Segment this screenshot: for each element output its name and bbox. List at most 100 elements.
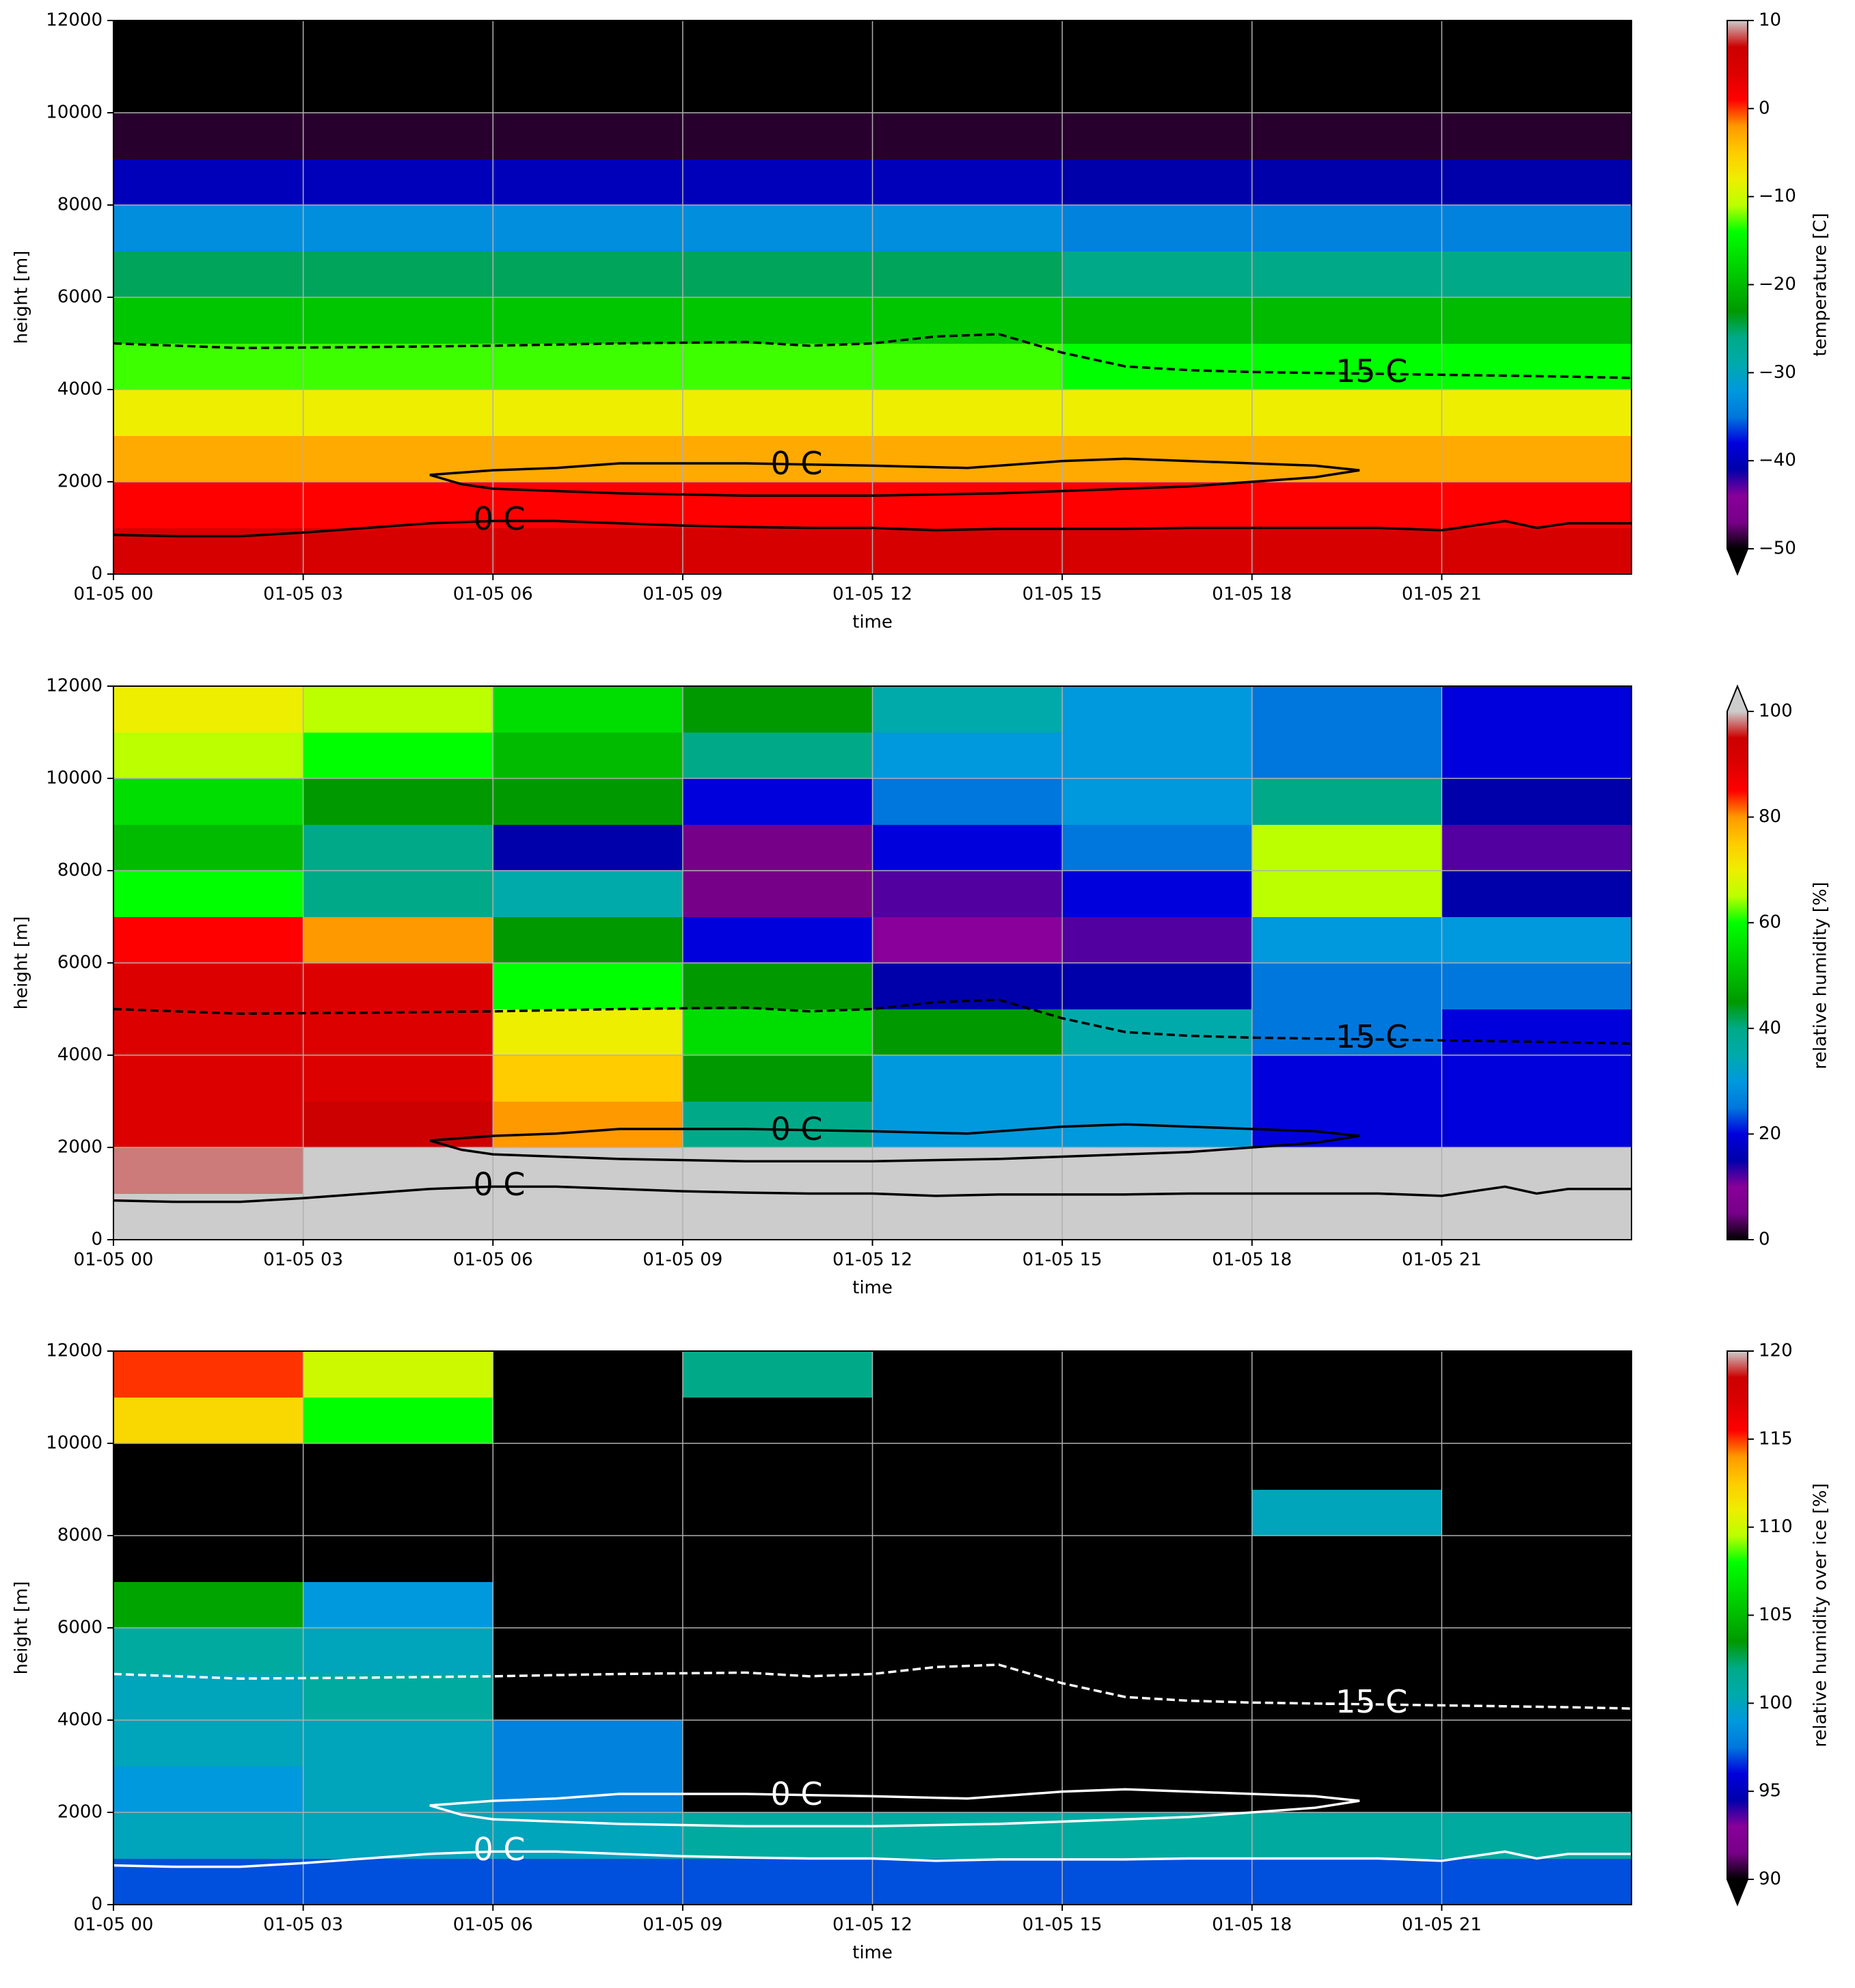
heat-cell — [113, 1147, 304, 1194]
colorbar-tick-label: 90 — [1759, 1869, 1781, 1890]
heat-cell — [493, 1009, 683, 1056]
heat-cell — [493, 686, 683, 733]
heat-cell — [493, 1193, 683, 1240]
y-tick-label: 8000 — [57, 860, 103, 881]
heat-cell — [1062, 1720, 1253, 1767]
heat-cell — [872, 916, 1063, 964]
heat-cell — [493, 205, 683, 251]
heat-cell — [1062, 1055, 1253, 1102]
heat-cell — [682, 1489, 873, 1536]
contour-line — [429, 457, 1360, 497]
heat-cell — [303, 1443, 493, 1490]
heat-cell — [872, 1351, 1063, 1398]
heat-cell — [1251, 297, 1442, 344]
heat-cell — [1251, 1101, 1442, 1148]
heat-cell — [1441, 297, 1631, 344]
heat-cell — [1062, 113, 1253, 159]
heat-cell — [1062, 66, 1253, 113]
heat-cell — [682, 1581, 873, 1629]
contour-label: -15 C — [1324, 1683, 1407, 1720]
heat-cell — [1251, 1812, 1442, 1859]
colorbar-frame — [1727, 684, 1748, 1240]
heat-cell — [1251, 1055, 1442, 1102]
heat-cell — [113, 1720, 304, 1767]
heat-cell — [1251, 916, 1442, 964]
heat-cell — [113, 1397, 304, 1444]
heat-cell — [872, 1489, 1063, 1536]
heat-cell — [872, 1628, 1063, 1674]
heat-cell — [113, 482, 304, 528]
y-tick-label: 10000 — [46, 1433, 103, 1454]
heat-cell — [1062, 1351, 1253, 1398]
heat-cell — [1251, 21, 1442, 67]
contour-line — [113, 998, 1631, 1045]
heat-cell — [113, 1536, 304, 1582]
heat-cell — [113, 343, 304, 390]
heat-cell — [682, 1193, 873, 1240]
x-tick-label: 01-05 03 — [263, 1250, 343, 1270]
heat-cell — [1062, 778, 1253, 825]
heat-cell — [682, 1101, 873, 1148]
heat-cell — [1062, 390, 1253, 436]
heat-cell — [1251, 871, 1442, 917]
y-tick-label: 6000 — [57, 1618, 103, 1638]
heat-cell — [303, 824, 493, 871]
heat-cell — [872, 1858, 1063, 1905]
contour-label: 0 C — [770, 1775, 822, 1812]
colorbar-tick-label: 120 — [1759, 1341, 1793, 1361]
heat-cell — [1062, 1397, 1253, 1444]
heat-cell — [493, 1351, 683, 1398]
heat-cell — [1251, 528, 1442, 574]
colorbar-extend — [1727, 549, 1748, 574]
colorbar-tick-label: −10 — [1759, 186, 1796, 206]
heat-cell — [682, 1147, 873, 1194]
heat-cell — [1251, 1443, 1442, 1490]
heat-cell — [1441, 1397, 1631, 1444]
colorbar-tick-label: 95 — [1759, 1781, 1781, 1801]
colorbar-tick-label: 40 — [1759, 1018, 1781, 1038]
heat-cell — [682, 778, 873, 825]
heat-cell — [682, 824, 873, 871]
x-tick-label: 01-05 15 — [1023, 584, 1102, 605]
heat-cell — [872, 1055, 1063, 1102]
colorbar — [1727, 711, 1748, 1240]
heat-cell — [682, 21, 873, 67]
heat-cell — [1441, 113, 1631, 159]
heat-cell — [1251, 1766, 1442, 1813]
heat-cell — [113, 686, 304, 733]
heat-cell — [1251, 113, 1442, 159]
heat-cell — [1441, 435, 1631, 482]
heat-cell — [1251, 824, 1442, 871]
x-tick-label: 01-05 00 — [74, 584, 154, 605]
y-tick-label: 4000 — [57, 1045, 103, 1065]
heat-cell — [303, 1351, 493, 1398]
y-tick-label: 12000 — [46, 10, 103, 31]
colorbar — [1727, 1351, 1748, 1879]
heat-cell — [1251, 435, 1442, 482]
heat-cell — [113, 1489, 304, 1536]
heat-cell — [872, 435, 1063, 482]
x-tick-label: 01-05 15 — [1023, 1915, 1102, 1935]
heat-cell — [1062, 297, 1253, 344]
colorbar-tick-label: −50 — [1759, 539, 1796, 559]
heat-cell — [303, 205, 493, 251]
heat-cell — [303, 1536, 493, 1582]
y-tick-label: 4000 — [57, 379, 103, 400]
heat-cell — [1062, 1443, 1253, 1490]
heat-cell — [682, 1812, 873, 1859]
heat-cell — [493, 1674, 683, 1721]
colorbar-tick-label: 100 — [1759, 1693, 1793, 1713]
plot-area: -15 C 0 C 0 C — [113, 686, 1631, 1240]
heat-cell — [872, 205, 1063, 251]
heat-cell — [1251, 1720, 1442, 1767]
heat-cell — [113, 1628, 304, 1674]
heat-cell — [1062, 824, 1253, 871]
heat-cell — [872, 1766, 1063, 1813]
plot-area: -15 C 0 C 0 C — [113, 1351, 1631, 1905]
heat-cell — [1251, 343, 1442, 390]
colorbar-tick-label: 0 — [1759, 1229, 1770, 1250]
heat-cell — [113, 778, 304, 825]
colorbar-tick-label: 105 — [1759, 1605, 1793, 1625]
heat-cell — [303, 1397, 493, 1444]
heat-cell — [682, 528, 873, 574]
